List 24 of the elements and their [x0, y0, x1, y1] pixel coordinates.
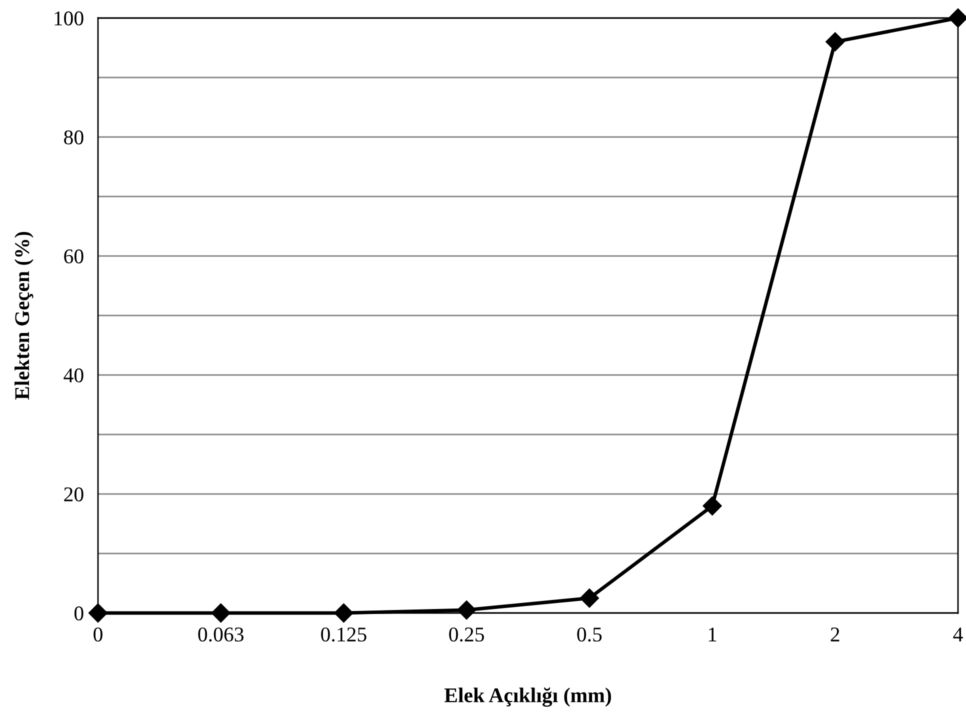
y-tick-label: 40	[64, 368, 84, 382]
point	[211, 603, 230, 623]
x-tick-label: 0.063	[198, 627, 244, 642]
y-tick-label: 100	[54, 11, 84, 26]
x-axis-title: Elek Açıklığı (mm)	[444, 687, 611, 707]
x-tick-label: 0	[94, 627, 102, 642]
point	[826, 32, 845, 52]
point	[457, 600, 476, 620]
y-tick-label: 20	[64, 487, 84, 502]
y-tick-label: 0	[74, 606, 84, 620]
x-tick-label: 0.125	[321, 627, 366, 642]
point	[334, 603, 354, 623]
point	[580, 588, 599, 608]
point	[948, 8, 966, 28]
point	[702, 496, 722, 516]
x-tick-label: 0.5	[577, 627, 602, 642]
y-tick-label: 80	[64, 130, 84, 144]
x-tick-label: 1	[708, 628, 716, 642]
x-tick-label: 0.25	[449, 627, 484, 642]
y-tick-label: 60	[64, 249, 84, 264]
x-tick-label: 2	[830, 628, 840, 642]
y-axis-title: Elekten Geçen (%)	[14, 232, 34, 400]
point	[88, 603, 108, 623]
x-tick-label: 4	[953, 628, 963, 642]
